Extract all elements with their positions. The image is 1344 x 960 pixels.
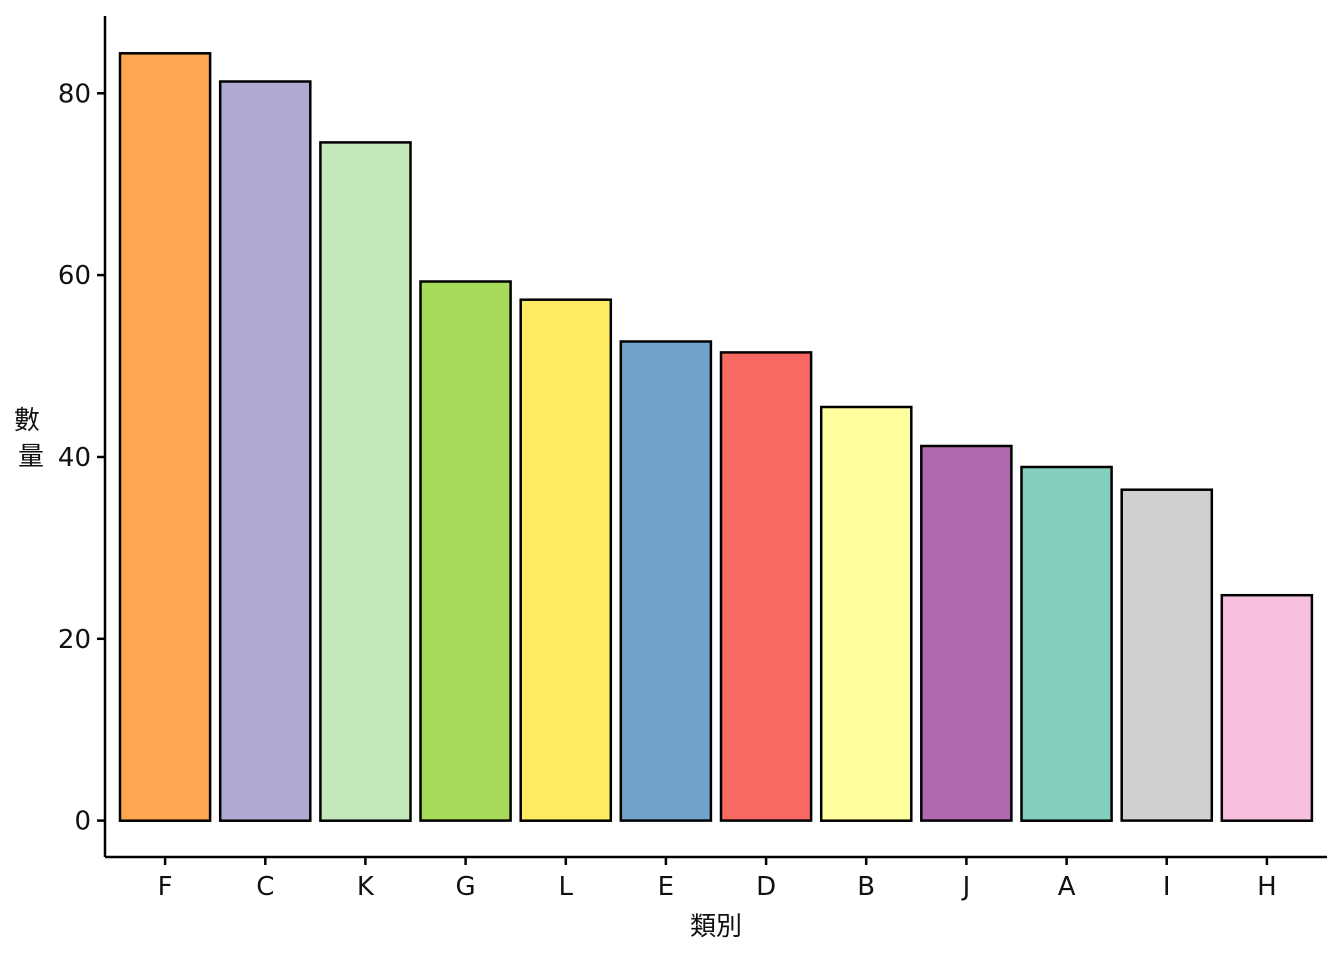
x-tick-label: I: [1163, 872, 1171, 902]
x-tick-label: H: [1257, 872, 1277, 902]
bar-K: [319, 141, 412, 822]
y-tick-label: 60: [58, 261, 91, 291]
y-axis-title-line-2: 量: [18, 442, 44, 472]
bar-G: [419, 280, 512, 822]
bar-F: [118, 52, 212, 822]
y-tick-label: 0: [74, 807, 91, 837]
bar-I: [1120, 488, 1214, 822]
bar-L: [519, 298, 613, 822]
y-ticks: 0 20 40 60 80: [58, 79, 105, 837]
x-tick-label: G: [456, 872, 476, 902]
y-tick-label: 20: [58, 625, 91, 655]
x-tick-label: F: [158, 872, 173, 902]
bar-J: [920, 444, 1013, 822]
bar-A: [1020, 465, 1113, 822]
x-tick-label: A: [1058, 872, 1076, 902]
x-tick-label: D: [756, 872, 776, 902]
bar-H: [1220, 593, 1314, 822]
y-axis-title: 數 量: [14, 406, 48, 472]
bar-E: [619, 340, 713, 822]
x-axis-title: 類別: [690, 912, 742, 942]
x-tick-label: J: [961, 872, 971, 902]
y-tick-label: 80: [58, 79, 91, 109]
y-tick-label: 40: [58, 443, 91, 473]
y-axis: 0 20 40 60 80: [58, 16, 107, 857]
x-tick-label: E: [658, 872, 674, 902]
x-tick-label: L: [559, 872, 574, 902]
bar-C: [218, 80, 312, 822]
bars-group: [118, 52, 1314, 822]
x-tick-label: B: [857, 872, 875, 902]
bar-B: [819, 405, 913, 822]
bar-D: [719, 351, 813, 822]
y-axis-title-line-1: 數: [14, 406, 40, 436]
x-tick-label: C: [256, 872, 274, 902]
x-tick-label: K: [357, 872, 375, 902]
